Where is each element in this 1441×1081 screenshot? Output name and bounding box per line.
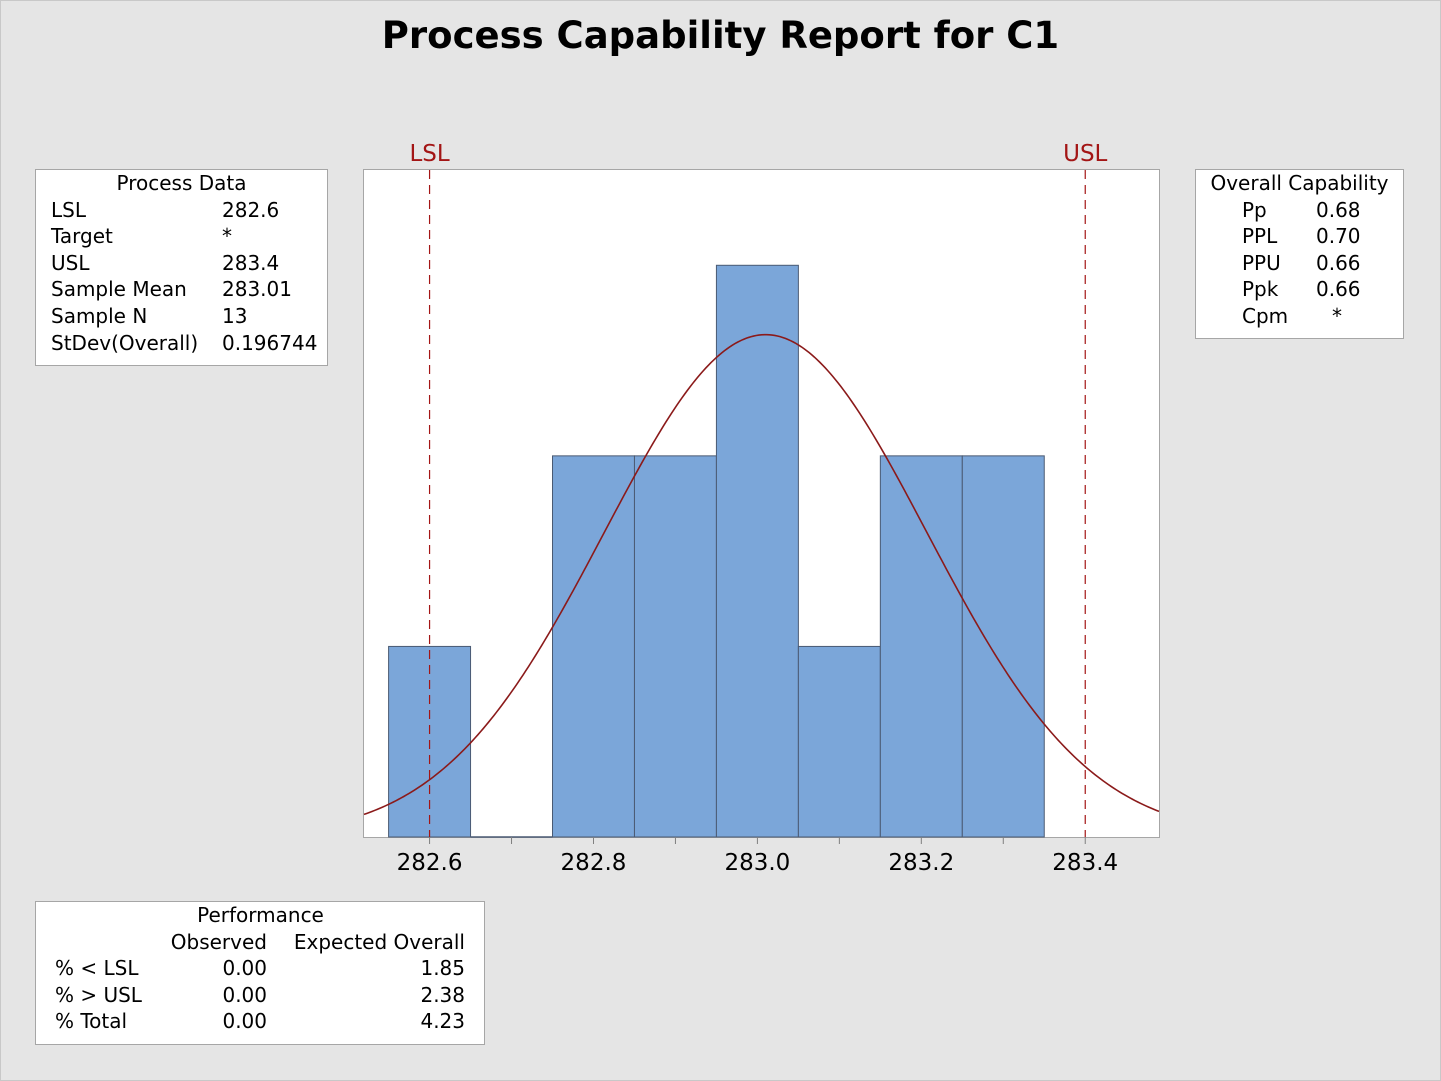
row-value: 0.196744	[222, 330, 318, 355]
process-data-table: Process Data LSL 282.6 Target * USL 283.…	[35, 169, 328, 366]
table-row: Ppk 0.66	[1196, 276, 1403, 303]
table-row: % Total 0.00 4.23	[36, 1008, 484, 1035]
table-row: PPU 0.66	[1196, 250, 1403, 277]
table-row: Cpm *	[1196, 303, 1403, 330]
row-value: 13	[222, 303, 248, 328]
row-label: Cpm	[1242, 303, 1289, 328]
overall-capability-table: Overall Capability Pp 0.68 PPL 0.70 PPU …	[1195, 169, 1404, 339]
row-label: USL	[51, 250, 90, 275]
row-label: PPU	[1242, 250, 1281, 275]
table-row: Sample Mean 283.01	[36, 276, 327, 303]
row-value: 283.01	[222, 277, 292, 302]
observed-column-header: Observed	[170, 929, 267, 954]
performance-header: Performance	[197, 903, 324, 927]
row-value: 282.6	[222, 197, 280, 222]
table-row: % < LSL 0.00 1.85	[36, 955, 484, 982]
table-row: Sample N 13	[36, 303, 327, 330]
row-label: Target	[51, 224, 113, 249]
row-value: 283.4	[222, 250, 280, 275]
row-value: 0.66	[1316, 277, 1361, 302]
row-value: 0.70	[1316, 224, 1361, 249]
performance-table: Performance Observed Expected Overall % …	[35, 901, 485, 1045]
expected-overall-column-header: Expected Overall	[293, 929, 465, 954]
performance-column-headers: Observed Expected Overall	[36, 929, 484, 956]
expected-value: 2.38	[420, 982, 465, 1007]
row-label: Pp	[1242, 197, 1267, 222]
table-row: Pp 0.68	[1196, 197, 1403, 224]
expected-value: 1.85	[420, 956, 465, 981]
table-row: LSL 282.6	[36, 197, 327, 224]
row-label: StDev(Overall)	[51, 330, 199, 355]
row-value: *	[222, 224, 232, 249]
row-label: % > USL	[55, 982, 142, 1007]
expected-value: 4.23	[420, 1009, 465, 1034]
observed-value: 0.00	[222, 1009, 267, 1034]
row-label: Sample Mean	[51, 277, 187, 302]
row-label: LSL	[51, 197, 86, 222]
table-row: PPL 0.70	[1196, 223, 1403, 250]
row-label: % Total	[55, 1009, 128, 1034]
table-row: Target *	[36, 223, 327, 250]
observed-value: 0.00	[222, 956, 267, 981]
row-value: 0.68	[1316, 197, 1361, 222]
row-label: PPL	[1242, 224, 1278, 249]
chart-title: Process Capability Report for C1	[381, 14, 1060, 57]
overall-capability-header: Overall Capability	[1210, 171, 1389, 195]
observed-value: 0.00	[222, 982, 267, 1007]
table-row: % > USL 0.00 2.38	[36, 982, 484, 1009]
process-data-header: Process Data	[116, 171, 247, 195]
row-value: *	[1332, 303, 1342, 328]
row-label: % < LSL	[55, 956, 139, 981]
table-row: USL 283.4	[36, 250, 327, 277]
row-label: Sample N	[51, 303, 148, 328]
row-value: 0.66	[1316, 250, 1361, 275]
table-row: StDev(Overall) 0.196744	[36, 330, 327, 357]
row-label: Ppk	[1242, 277, 1279, 302]
